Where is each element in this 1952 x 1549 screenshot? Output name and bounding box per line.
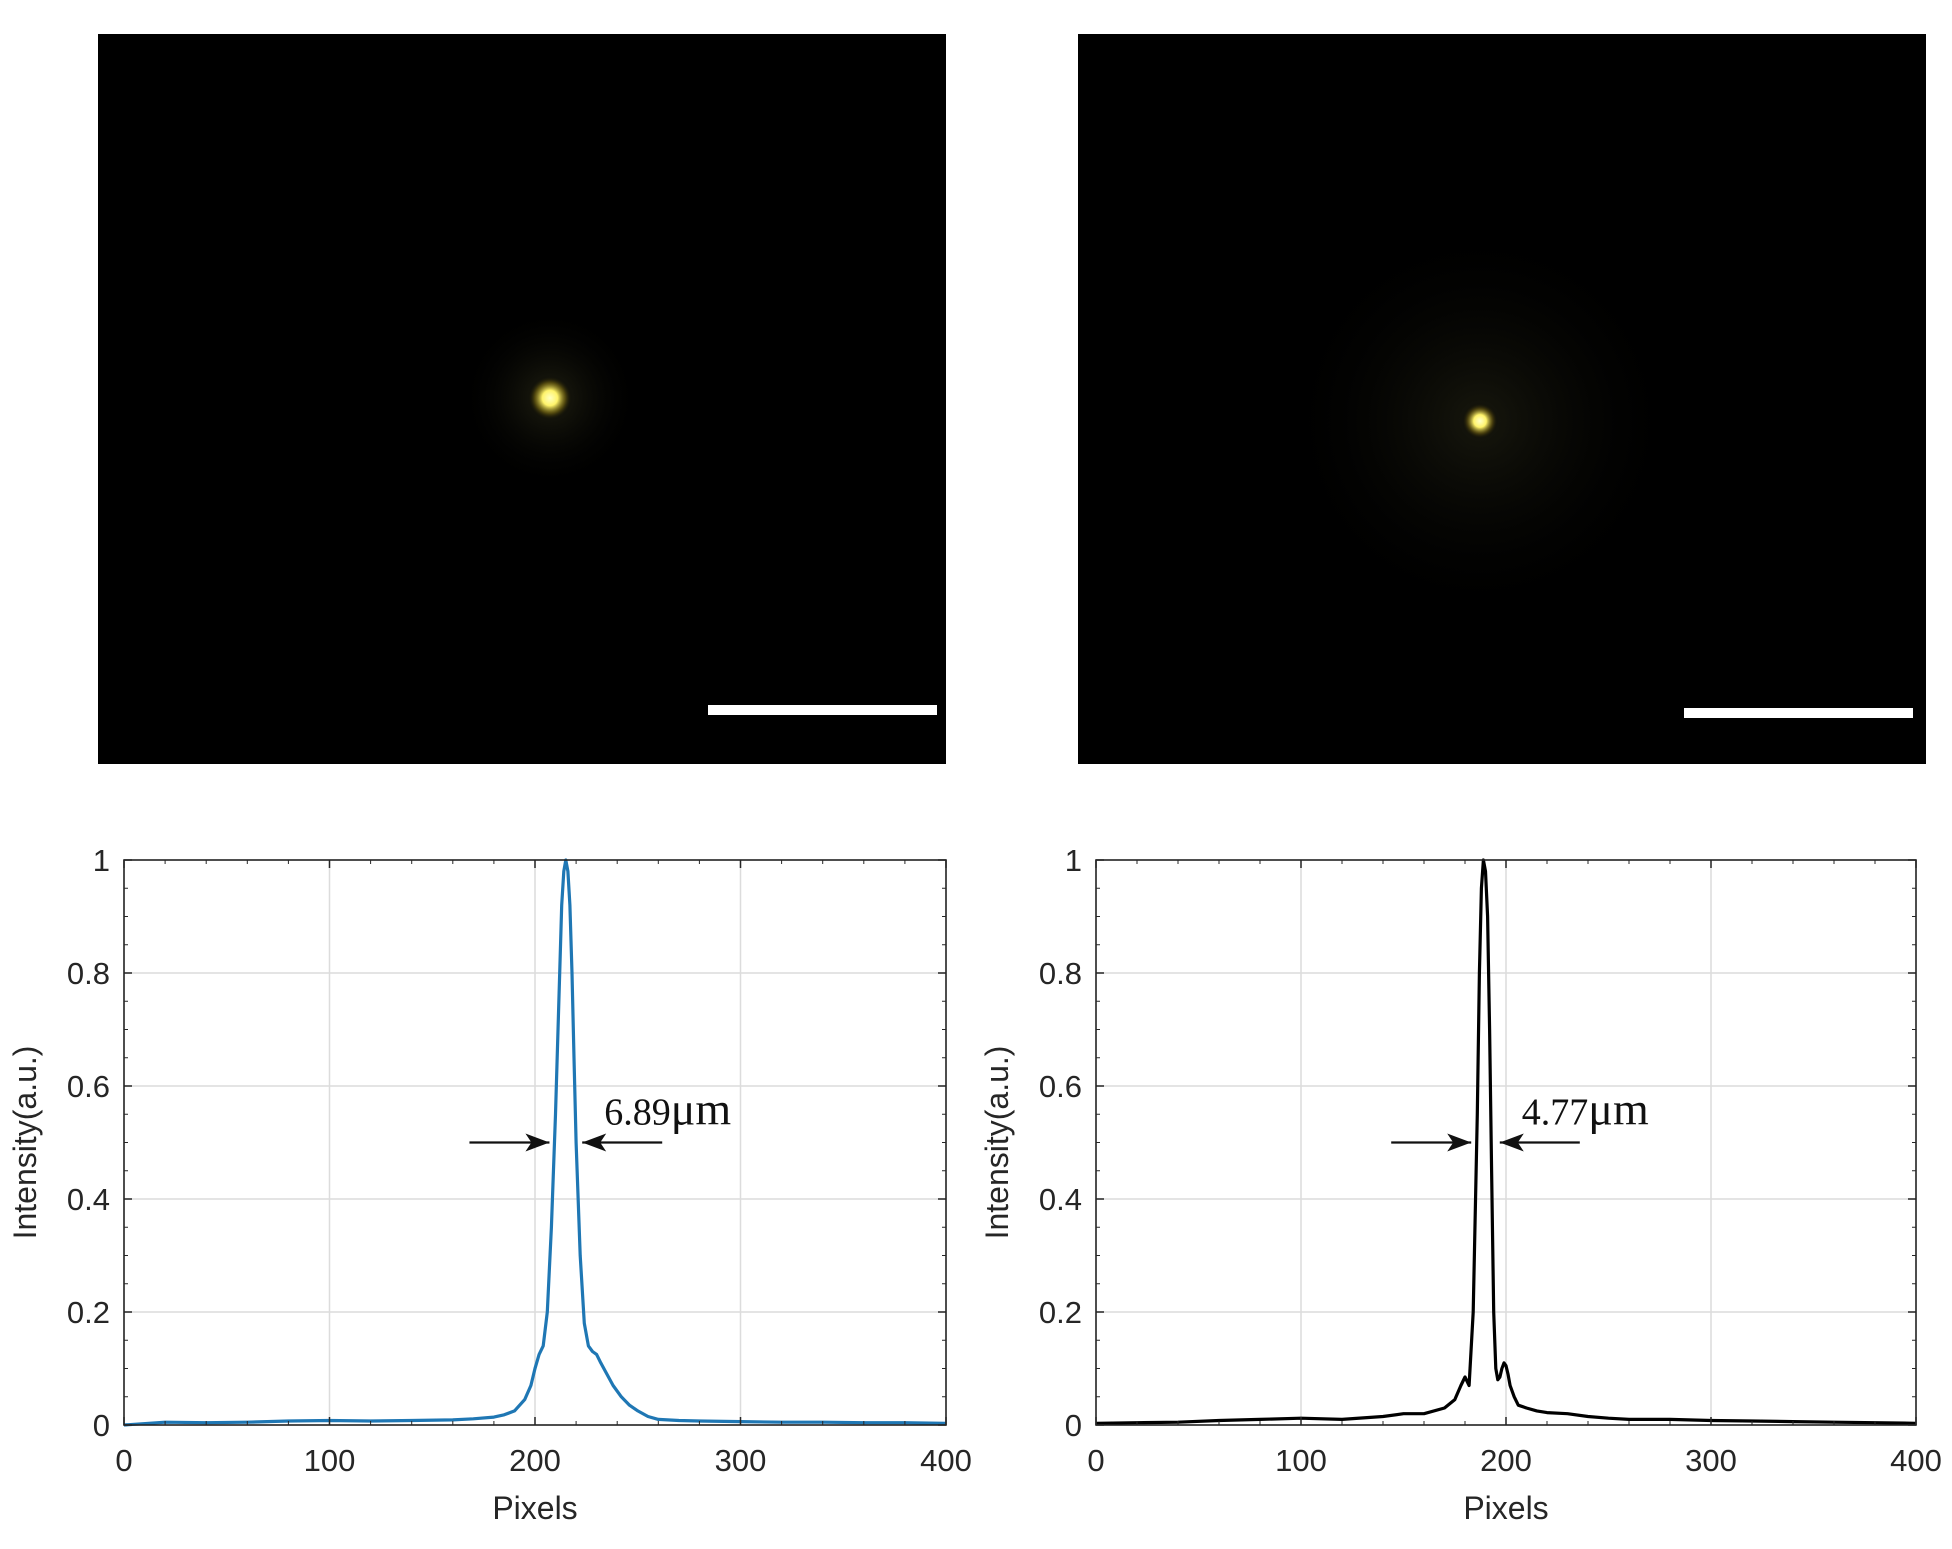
y-tick-label: 0.6	[1039, 1069, 1082, 1104]
fwhm-arrow-left-head	[1447, 1133, 1472, 1152]
x-tick-label: 400	[920, 1443, 972, 1478]
fwhm-annotation: 6.89μm	[604, 1084, 731, 1135]
scale-bar	[708, 705, 937, 715]
scale-bar	[1684, 708, 1913, 718]
x-tick-label: 0	[1087, 1443, 1104, 1478]
profile-chart-left: 0 100 200 300 400 0 0.2 0.4 0.6 0.8 1 Pixels Intensi…	[0, 830, 976, 1549]
x-tick-label: 400	[1890, 1443, 1942, 1478]
micrograph-left	[98, 34, 946, 764]
x-tick-label: 200	[509, 1443, 561, 1478]
x-axis-label: Pixels	[492, 1490, 577, 1526]
x-tick-label: 0	[115, 1443, 132, 1478]
y-tick-label: 1	[1065, 843, 1082, 878]
series-line	[123, 858, 947, 1427]
fwhm-unit: μm	[671, 1084, 732, 1135]
y-tick-label: 0.8	[1039, 956, 1082, 991]
y-tick-label: 0	[93, 1408, 110, 1443]
fwhm-value: 4.77	[1522, 1092, 1589, 1134]
micrograph-right	[1078, 34, 1926, 764]
series-line	[1095, 858, 1917, 1425]
x-tick-label: 200	[1480, 1443, 1532, 1478]
focal-spot	[1462, 403, 1498, 439]
profile-chart-left-svg: 0 100 200 300 400 0 0.2 0.4 0.6 0.8 1 Pixels Intensi…	[7, 843, 972, 1526]
fwhm-annotation: 4.77μm	[1522, 1084, 1649, 1135]
y-tick-label: 0	[1065, 1408, 1082, 1443]
x-tick-label: 300	[715, 1443, 767, 1478]
y-tick-label: 0.6	[67, 1069, 110, 1104]
micrograph-right-svg	[1280, 221, 1913, 718]
y-axis-label: Intensity(a.u.)	[979, 1046, 1015, 1240]
fwhm-arrow-left-head	[525, 1133, 550, 1152]
micrograph-left-svg	[460, 308, 937, 715]
x-tick-label: 300	[1685, 1443, 1737, 1478]
profile-chart-right-svg: 0 100 200 300 400 0 0.2 0.4 0.6 0.8 1 Pixels Intensi…	[979, 843, 1942, 1526]
focal-spot	[528, 376, 572, 420]
y-tick-label: 0.2	[1039, 1295, 1082, 1330]
x-tick-label: 100	[304, 1443, 356, 1478]
y-tick-label: 0.2	[67, 1295, 110, 1330]
y-tick-label: 1	[93, 843, 110, 878]
profile-chart-right: 0 100 200 300 400 0 0.2 0.4 0.6 0.8 1 Pixels Intensi…	[976, 830, 1952, 1549]
y-axis-label: Intensity(a.u.)	[7, 1046, 43, 1240]
fwhm-arrow-right-head	[582, 1133, 607, 1152]
x-axis-label: Pixels	[1463, 1490, 1548, 1526]
y-tick-label: 0.4	[67, 1182, 110, 1217]
x-tick-label: 100	[1275, 1443, 1327, 1478]
y-tick-label: 0.4	[1039, 1182, 1082, 1217]
y-tick-label: 0.8	[67, 956, 110, 991]
fwhm-arrow-right-head	[1499, 1133, 1524, 1152]
fwhm-unit: μm	[1588, 1084, 1649, 1135]
fwhm-value: 6.89	[604, 1092, 671, 1134]
